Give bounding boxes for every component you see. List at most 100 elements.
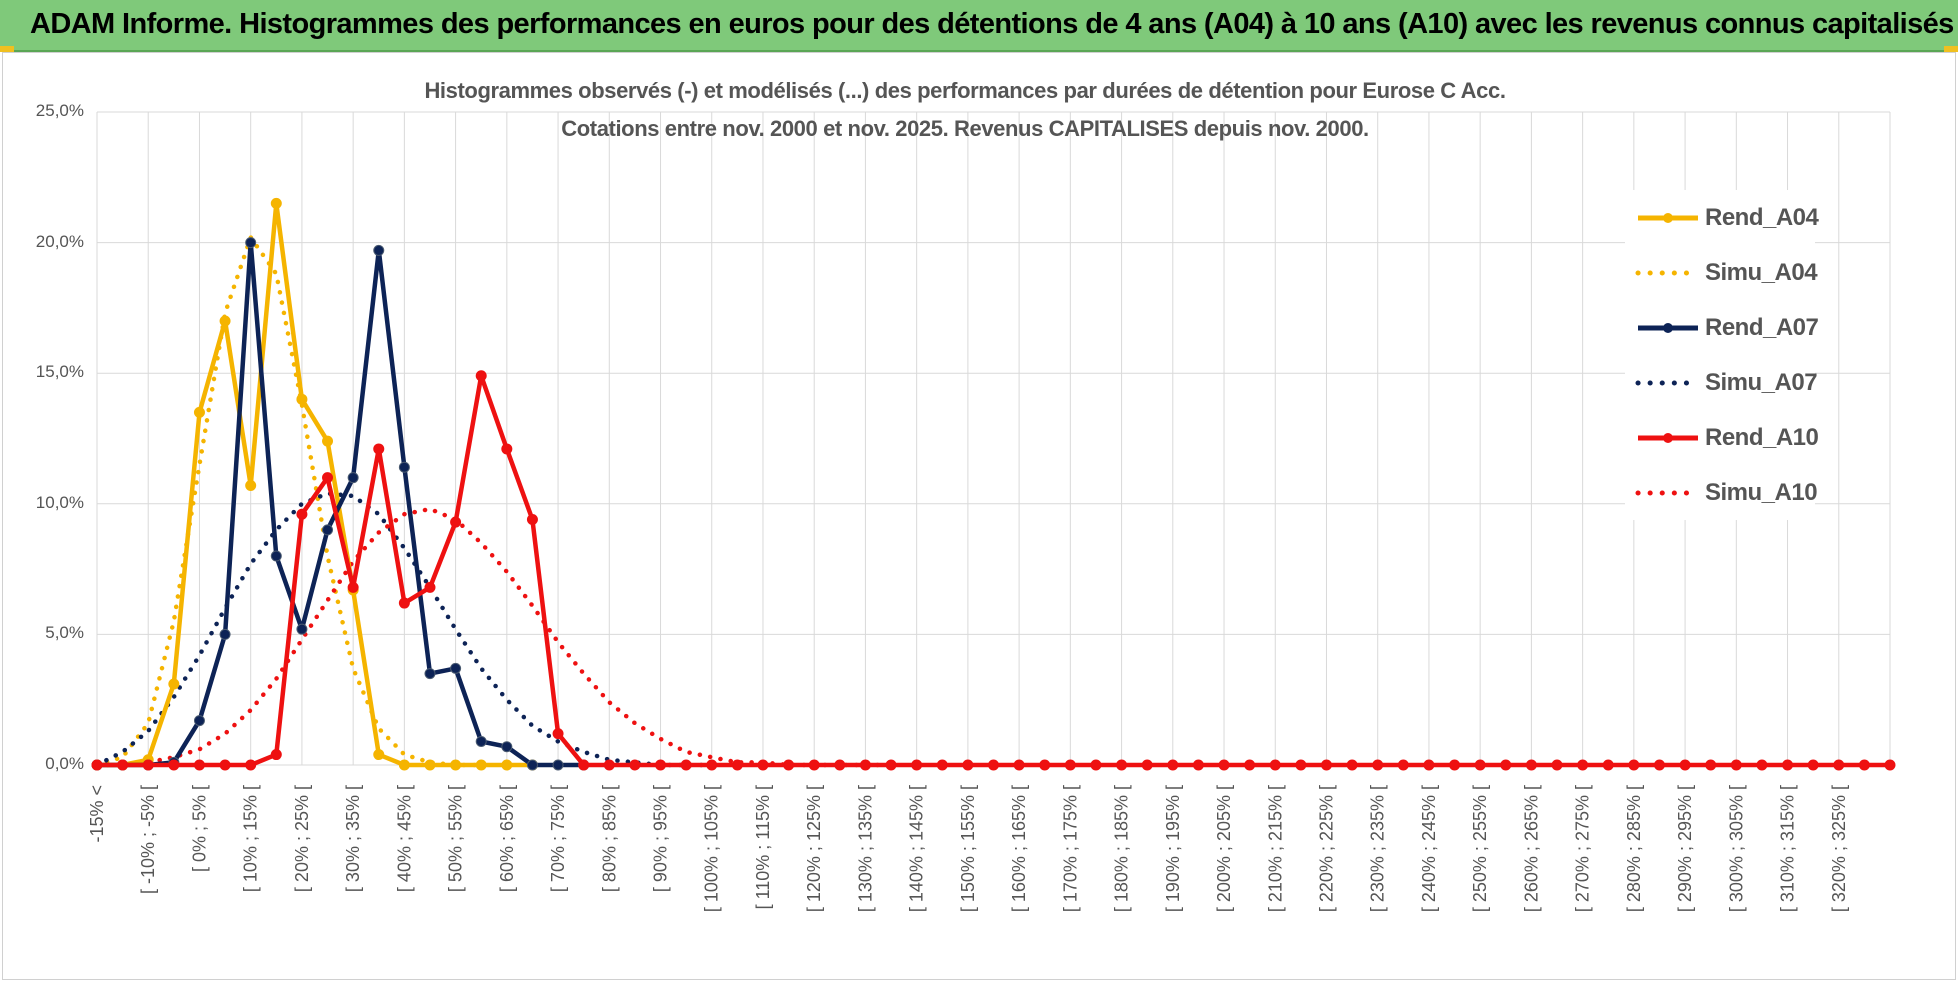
data-point bbox=[911, 759, 923, 771]
data-point bbox=[91, 759, 103, 771]
data-point bbox=[526, 513, 538, 525]
x-tick-label: [ 90% ; 95% [ bbox=[651, 785, 671, 892]
data-point bbox=[988, 759, 999, 771]
data-point bbox=[1372, 759, 1384, 771]
legend-item-rend_a10: Rend_A10 bbox=[1635, 418, 1819, 458]
data-point bbox=[193, 715, 205, 727]
data-point bbox=[398, 759, 410, 771]
data-point bbox=[373, 749, 385, 761]
series-simu_a10 bbox=[94, 506, 894, 768]
data-point bbox=[962, 759, 974, 771]
y-tick-label: 0,0% bbox=[45, 754, 84, 773]
y-tick-label: 5,0% bbox=[45, 623, 84, 643]
x-tick-label: [ 30% ; 35% [ bbox=[343, 785, 363, 892]
data-point bbox=[168, 759, 180, 771]
x-tick-label: [ 260% ; 265% [ bbox=[1521, 785, 1541, 912]
data-point bbox=[322, 472, 334, 484]
x-tick-label: [ 70% ; 75% [ bbox=[548, 785, 568, 892]
data-point bbox=[168, 678, 180, 690]
data-point bbox=[219, 759, 231, 771]
data-point bbox=[347, 581, 359, 593]
series-line-rend_a04 bbox=[97, 201, 533, 768]
data-point bbox=[501, 443, 513, 455]
data-point bbox=[270, 550, 282, 562]
data-point bbox=[1602, 759, 1614, 771]
data-point bbox=[936, 759, 948, 771]
x-tick-label: [ 110% ; 115% [ bbox=[753, 785, 773, 909]
data-point bbox=[1449, 759, 1461, 771]
data-point bbox=[219, 628, 231, 640]
data-point bbox=[398, 597, 410, 609]
data-point bbox=[1653, 759, 1665, 771]
x-tick-label: [ 240% ; 245% [ bbox=[1419, 785, 1439, 912]
chart-series bbox=[91, 197, 1896, 771]
data-point bbox=[1218, 759, 1230, 771]
data-point bbox=[578, 759, 590, 771]
x-tick-label: [ 80% ; 85% [ bbox=[599, 785, 619, 892]
data-point bbox=[193, 406, 205, 418]
x-tick-label: [ 0% ; 5% [ bbox=[189, 785, 209, 872]
data-point bbox=[1756, 759, 1768, 771]
data-point bbox=[296, 623, 308, 635]
legend-swatch bbox=[1635, 490, 1701, 496]
series-line-rend_a10 bbox=[97, 373, 1890, 768]
data-point bbox=[552, 759, 564, 771]
data-point bbox=[245, 759, 257, 771]
data-point bbox=[501, 759, 513, 771]
data-point bbox=[1064, 759, 1076, 771]
data-point bbox=[1833, 759, 1845, 771]
x-axis-labels: -15% < [ -10% ; -5% [[ 0% ; 5% [[ 10% ; 1… bbox=[87, 785, 1849, 912]
series-rend_a04 bbox=[91, 197, 538, 771]
data-point bbox=[526, 759, 538, 771]
x-tick-label: [ 310% ; 315% [ bbox=[1778, 785, 1798, 912]
legend-item-rend_a04: Rend_A04 bbox=[1635, 198, 1819, 238]
data-point bbox=[1269, 759, 1281, 771]
data-point bbox=[270, 197, 282, 209]
corner-accent-left bbox=[0, 46, 14, 52]
x-tick-label: [ 320% ; 325% [ bbox=[1829, 785, 1849, 912]
data-point bbox=[783, 759, 795, 771]
legend-swatch bbox=[1638, 433, 1698, 443]
data-point bbox=[373, 443, 385, 455]
data-point bbox=[629, 759, 641, 771]
x-tick-label: [ 140% ; 145% [ bbox=[907, 785, 927, 912]
x-tick-label: [ 120% ; 125% [ bbox=[804, 785, 824, 912]
x-tick-label: [ 200% ; 205% [ bbox=[1214, 785, 1234, 912]
data-point bbox=[347, 472, 359, 484]
legend-swatch bbox=[1635, 270, 1701, 276]
data-point bbox=[1551, 759, 1563, 771]
legend-item-simu_a04: Simu_A04 bbox=[1635, 253, 1818, 293]
data-point bbox=[1013, 759, 1025, 771]
data-point bbox=[1244, 759, 1256, 771]
data-point bbox=[1884, 759, 1896, 771]
data-point bbox=[424, 759, 436, 771]
data-point bbox=[1320, 759, 1332, 771]
legend-swatch bbox=[1638, 213, 1698, 223]
legend-label: Rend_A10 bbox=[1705, 424, 1819, 451]
data-point bbox=[322, 524, 334, 536]
legend-label: Rend_A07 bbox=[1705, 314, 1819, 341]
chart-title-line-2: Cotations entre nov. 2000 et nov. 2025. … bbox=[561, 116, 1369, 141]
x-tick-label: [ 20% ; 25% [ bbox=[292, 785, 312, 892]
data-point bbox=[475, 370, 487, 382]
data-point bbox=[245, 480, 257, 492]
x-tick-label: [ 230% ; 235% [ bbox=[1368, 785, 1388, 912]
x-tick-label: [ 40% ; 45% [ bbox=[394, 785, 414, 892]
data-point bbox=[193, 759, 205, 771]
data-point bbox=[1295, 759, 1307, 771]
data-point bbox=[1679, 759, 1691, 771]
x-tick-label: [ 220% ; 225% [ bbox=[1316, 785, 1336, 912]
data-point bbox=[1628, 759, 1640, 771]
x-tick-label: [ 280% ; 285% [ bbox=[1624, 785, 1644, 912]
data-point bbox=[1782, 759, 1794, 771]
y-tick-label: 10,0% bbox=[35, 492, 84, 512]
data-point bbox=[1039, 759, 1051, 771]
data-point bbox=[1500, 759, 1512, 771]
series-line-simu_a10 bbox=[94, 506, 894, 768]
data-point bbox=[373, 244, 385, 256]
data-point bbox=[322, 435, 334, 447]
x-tick-label: [ 290% ; 295% [ bbox=[1675, 785, 1695, 912]
data-point bbox=[655, 759, 667, 771]
data-point bbox=[245, 237, 257, 249]
